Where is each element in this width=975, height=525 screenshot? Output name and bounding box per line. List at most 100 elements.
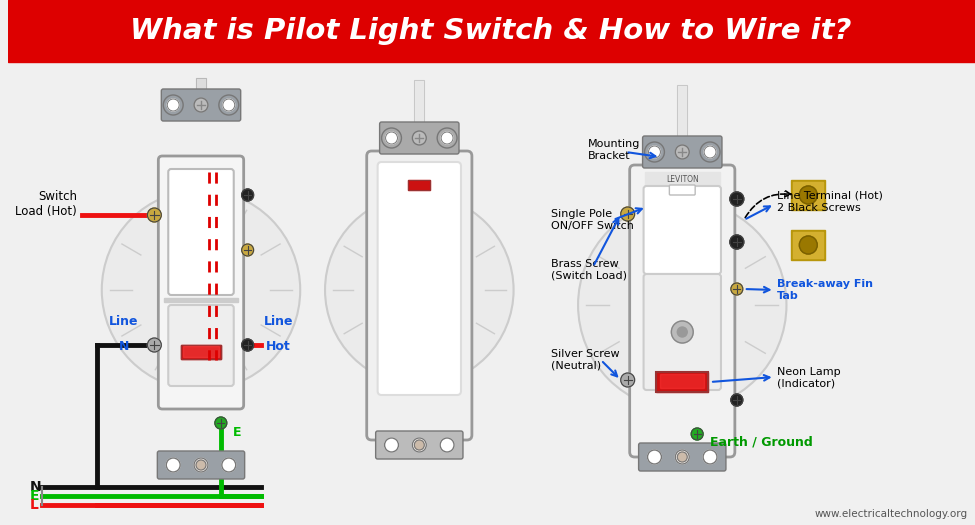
Circle shape — [700, 142, 720, 162]
Circle shape — [731, 283, 743, 295]
Circle shape — [194, 98, 208, 112]
Circle shape — [621, 373, 635, 387]
FancyBboxPatch shape — [377, 162, 461, 395]
Text: N: N — [118, 340, 129, 353]
Circle shape — [242, 189, 254, 201]
Circle shape — [147, 208, 161, 222]
Bar — [656, 372, 708, 392]
Text: E: E — [29, 489, 39, 503]
Bar — [8, 0, 975, 62]
Bar — [164, 298, 238, 302]
Bar — [794, 182, 823, 208]
Circle shape — [223, 99, 235, 111]
Circle shape — [384, 438, 399, 452]
Circle shape — [196, 460, 206, 470]
Circle shape — [381, 128, 402, 148]
Text: Hot: Hot — [266, 340, 291, 353]
Text: Mounting: Mounting — [588, 139, 641, 149]
Text: What is Pilot Light Switch & How to Wire it?: What is Pilot Light Switch & How to Wire… — [130, 17, 851, 45]
Bar — [656, 372, 708, 392]
Circle shape — [678, 452, 687, 462]
Bar — [792, 180, 825, 210]
Circle shape — [101, 190, 300, 390]
FancyBboxPatch shape — [367, 151, 472, 440]
Text: Silver Screw: Silver Screw — [551, 349, 620, 359]
Text: Line: Line — [263, 315, 293, 328]
Circle shape — [800, 186, 817, 204]
Text: Line Terminal (Hot): Line Terminal (Hot) — [776, 191, 882, 201]
Circle shape — [704, 146, 716, 158]
Circle shape — [441, 132, 453, 144]
Bar — [409, 180, 430, 190]
Text: ON/OFF Switch: ON/OFF Switch — [551, 221, 634, 231]
Circle shape — [621, 207, 635, 221]
Circle shape — [648, 146, 660, 158]
Text: L: L — [29, 498, 38, 512]
FancyBboxPatch shape — [379, 122, 459, 154]
Text: LEVITON: LEVITON — [666, 174, 699, 184]
FancyBboxPatch shape — [169, 305, 234, 386]
Bar — [181, 345, 221, 359]
Circle shape — [242, 339, 254, 351]
Circle shape — [730, 192, 744, 206]
Bar — [414, 80, 424, 135]
Circle shape — [731, 394, 743, 406]
Circle shape — [163, 95, 183, 115]
FancyBboxPatch shape — [643, 136, 722, 168]
Circle shape — [147, 338, 161, 352]
FancyBboxPatch shape — [644, 186, 721, 274]
Text: Bracket: Bracket — [588, 151, 631, 161]
Circle shape — [414, 440, 424, 450]
FancyBboxPatch shape — [630, 165, 735, 457]
Text: Single Pole: Single Pole — [551, 209, 612, 219]
Circle shape — [222, 458, 236, 472]
Circle shape — [385, 132, 398, 144]
Circle shape — [730, 235, 744, 249]
FancyBboxPatch shape — [158, 156, 244, 409]
Bar — [181, 345, 221, 359]
Circle shape — [676, 450, 689, 464]
Circle shape — [672, 321, 693, 343]
Text: E: E — [233, 426, 241, 439]
Circle shape — [647, 450, 661, 464]
Circle shape — [578, 200, 787, 410]
Text: Neon Lamp: Neon Lamp — [776, 367, 840, 377]
Bar — [794, 232, 823, 258]
FancyArrowPatch shape — [745, 191, 791, 217]
Text: Switch
Load (Hot): Switch Load (Hot) — [16, 190, 77, 218]
Circle shape — [437, 128, 457, 148]
Circle shape — [644, 142, 664, 162]
Circle shape — [800, 236, 817, 254]
Circle shape — [691, 428, 703, 440]
Text: (Neutral): (Neutral) — [551, 361, 602, 371]
Bar — [409, 180, 430, 190]
Text: 2 Black Screws: 2 Black Screws — [776, 203, 860, 213]
FancyBboxPatch shape — [169, 169, 234, 295]
Text: Tab: Tab — [776, 291, 799, 301]
Circle shape — [167, 458, 180, 472]
Circle shape — [412, 438, 426, 452]
FancyBboxPatch shape — [157, 451, 245, 479]
Circle shape — [678, 327, 687, 337]
Bar — [660, 374, 704, 388]
Circle shape — [412, 131, 426, 145]
Text: (Indicator): (Indicator) — [776, 379, 835, 389]
Circle shape — [168, 99, 179, 111]
FancyBboxPatch shape — [670, 185, 695, 195]
Circle shape — [676, 145, 689, 159]
Circle shape — [218, 95, 239, 115]
Text: Earth / Ground: Earth / Ground — [710, 436, 813, 448]
Text: Line: Line — [109, 315, 138, 328]
Circle shape — [703, 450, 717, 464]
Text: (Switch Load): (Switch Load) — [551, 271, 627, 281]
Circle shape — [214, 417, 227, 429]
Bar — [196, 78, 206, 100]
Bar — [196, 78, 206, 100]
Circle shape — [440, 438, 454, 452]
Bar — [644, 172, 720, 186]
Bar — [183, 346, 218, 357]
Circle shape — [242, 244, 254, 256]
FancyBboxPatch shape — [644, 274, 721, 390]
Text: N: N — [29, 480, 41, 494]
FancyBboxPatch shape — [375, 431, 463, 459]
